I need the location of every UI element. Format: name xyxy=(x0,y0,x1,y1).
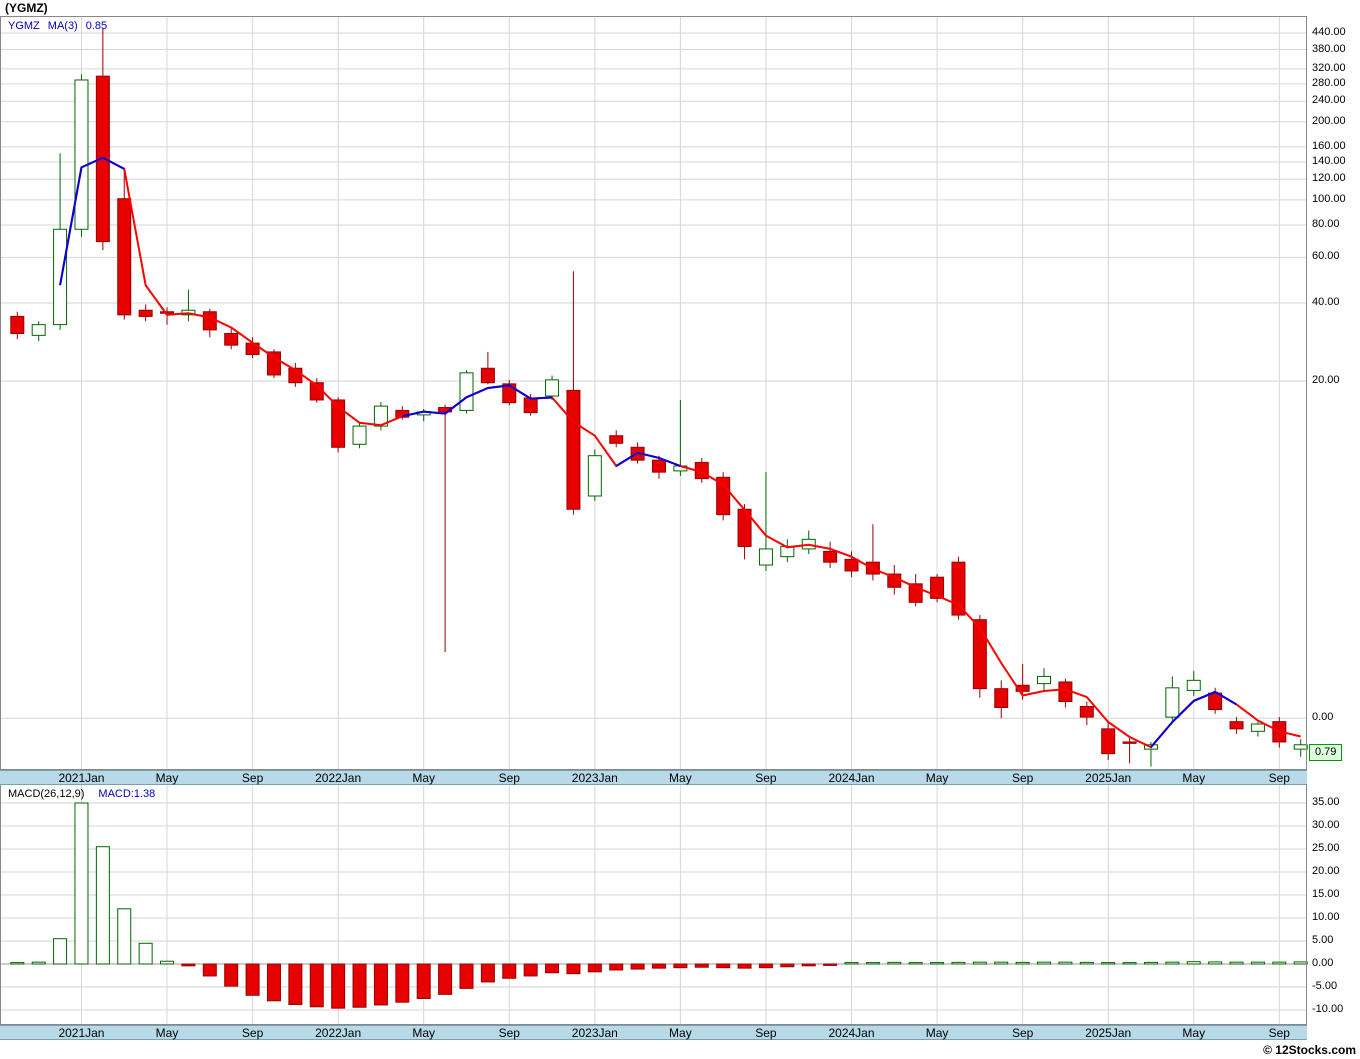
date-axis-label: May xyxy=(412,771,436,785)
ma-value: 0.85 xyxy=(85,20,108,32)
macd-value-label: MACD:1.38 xyxy=(98,788,156,800)
date-axis-label: 2023Jan xyxy=(571,771,618,785)
date-axis-label: Sep xyxy=(498,1026,520,1040)
ticker-label: YGMZ xyxy=(8,20,40,32)
date-axis-label: 2024Jan xyxy=(828,1026,875,1040)
date-axis-label: 2022Jan xyxy=(315,1026,362,1040)
date-axis-label: Sep xyxy=(241,771,264,785)
last-price-tag: 0.79 xyxy=(1309,744,1343,761)
date-axis-label: May xyxy=(925,771,949,785)
date-axis-label: 2021Jan xyxy=(58,771,105,785)
date-axis-label: Sep xyxy=(1011,771,1034,785)
date-axis-label: 2021Jan xyxy=(58,1026,105,1040)
date-axis-label: May xyxy=(155,1026,179,1040)
price-x-axis: 2021Jan May Sep 2022Jan May Sep 2023Jan May Sep 2… xyxy=(0,770,1307,785)
date-axis-label: May xyxy=(669,1026,692,1040)
date-axis-label: May xyxy=(155,771,179,785)
date-axis-label: 2022Jan xyxy=(315,771,362,785)
macd-params-label: MACD(26,12,9) xyxy=(8,788,85,800)
date-axis-label: Sep xyxy=(1268,1026,1290,1040)
candlesticks xyxy=(10,28,1308,767)
date-axis-label: 2024Jan xyxy=(828,771,875,785)
title-bar: (YGMZ) xyxy=(0,0,1360,16)
date-axis-label: Sep xyxy=(498,771,520,785)
date-axis-label: Sep xyxy=(1011,1026,1034,1040)
date-axis-label: May xyxy=(412,1026,436,1040)
date-axis-label: Sep xyxy=(755,771,777,785)
date-axis-label: 2025Jan xyxy=(1085,771,1132,785)
panel-borders xyxy=(0,16,1307,1025)
date-axis-label: Sep xyxy=(1268,771,1290,785)
ma-label: MA(3) xyxy=(47,20,78,32)
date-axis-label: May xyxy=(1182,1026,1206,1040)
macd-x-axis: 2021Jan May Sep 2022Jan May Sep 2023Jan May Sep 2… xyxy=(0,1025,1307,1040)
date-axis-label: Sep xyxy=(755,1026,777,1040)
date-axis-label: May xyxy=(669,771,692,785)
gridlines xyxy=(0,16,1307,1025)
footer-bar: © 12Stocks.com xyxy=(0,1041,1360,1057)
date-axis-label: 2023Jan xyxy=(571,1026,618,1040)
page-title: (YGMZ) xyxy=(5,1,48,15)
ma-lines xyxy=(59,156,1301,749)
copyright-link[interactable]: © 12Stocks.com xyxy=(1263,1043,1356,1057)
macd-legend: MACD(26,12,9) MACD:1.38 xyxy=(8,788,155,800)
date-axis-label: May xyxy=(925,1026,949,1040)
main-chart-legend: YGMZ MA(3) 0.85 xyxy=(8,20,115,32)
date-axis-label: May xyxy=(1182,771,1206,785)
date-axis-label: 2025Jan xyxy=(1085,1026,1132,1040)
macd-histogram xyxy=(0,802,1308,1009)
date-axis-label: Sep xyxy=(241,1026,264,1040)
